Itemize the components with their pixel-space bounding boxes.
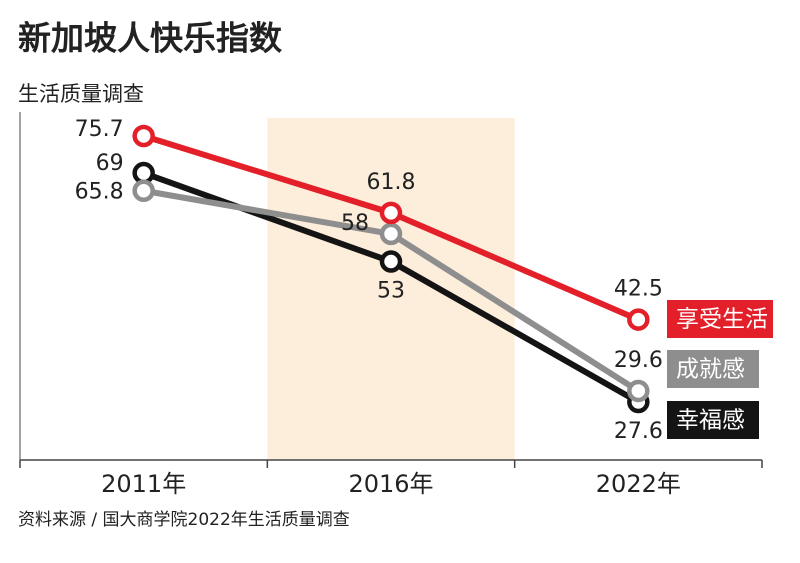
- chart-title: 新加坡人快乐指数: [18, 19, 283, 58]
- legend-label: 享受生活: [676, 307, 768, 333]
- data-label: 65.8: [75, 180, 124, 205]
- point: [627, 308, 650, 331]
- point: [132, 179, 155, 202]
- legend-swatch: [667, 350, 759, 388]
- legend-swatch: [667, 401, 759, 439]
- data-label: 75.7: [75, 117, 124, 142]
- x-tick-label: 2016年: [348, 470, 433, 498]
- point: [627, 379, 650, 403]
- point: [132, 161, 155, 185]
- point: [379, 222, 403, 246]
- data-label: 69: [96, 151, 124, 176]
- legend-label: 幸福感: [676, 408, 745, 434]
- data-label: 58: [341, 211, 369, 236]
- data-label: 29.6: [614, 348, 663, 373]
- data-label: 53: [377, 279, 405, 304]
- chart-subtitle: 生活质量调查: [18, 82, 144, 106]
- point: [379, 250, 403, 273]
- data-label: 61.8: [367, 170, 416, 195]
- data-label: 42.5: [614, 277, 663, 302]
- legend-label: 成就感: [676, 357, 745, 383]
- point: [379, 201, 403, 225]
- x-tick-label: 2011年: [101, 470, 186, 498]
- legend-swatch: [667, 300, 773, 338]
- x-tick-label: 2022年: [596, 470, 681, 498]
- data-label: 27.6: [614, 419, 663, 444]
- point: [132, 124, 155, 148]
- source-note: 资料来源 / 国大商学院2022年生活质量调查: [18, 510, 350, 530]
